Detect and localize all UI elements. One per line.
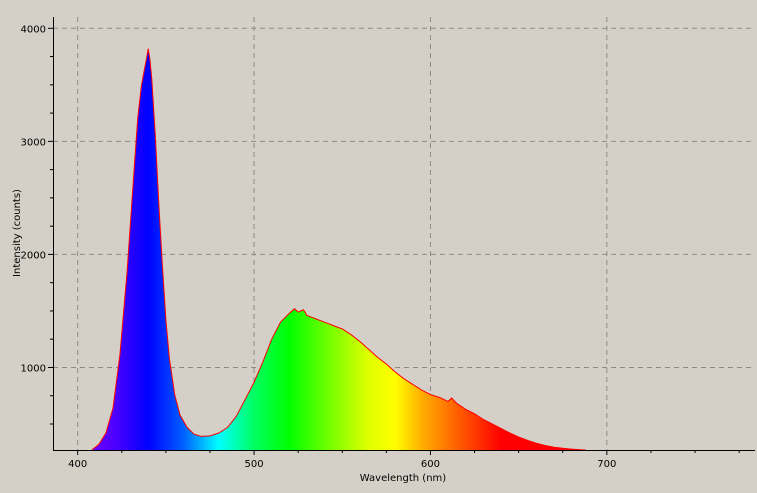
x-axis-tick-labels: 400 500 600 700 — [68, 459, 616, 470]
x-axis-title: Wavelength (nm) — [360, 473, 446, 484]
x-tick-label: 400 — [68, 459, 87, 470]
y-tick-label: 2000 — [21, 250, 46, 261]
spectrum-outline — [91, 48, 586, 451]
x-tick-label: 500 — [245, 459, 264, 470]
axes — [48, 17, 755, 455]
y-tick-label: 1000 — [21, 363, 46, 374]
y-tick-label: 3000 — [21, 137, 46, 148]
y-tick-label: 4000 — [21, 24, 46, 35]
x-tick-label: 600 — [421, 459, 440, 470]
y-axis-tick-labels: 1000 2000 3000 4000 — [21, 24, 46, 374]
grid-lines — [53, 17, 755, 450]
y-axis-title: Intensity (counts) — [12, 189, 23, 277]
x-tick-label: 700 — [597, 459, 616, 470]
